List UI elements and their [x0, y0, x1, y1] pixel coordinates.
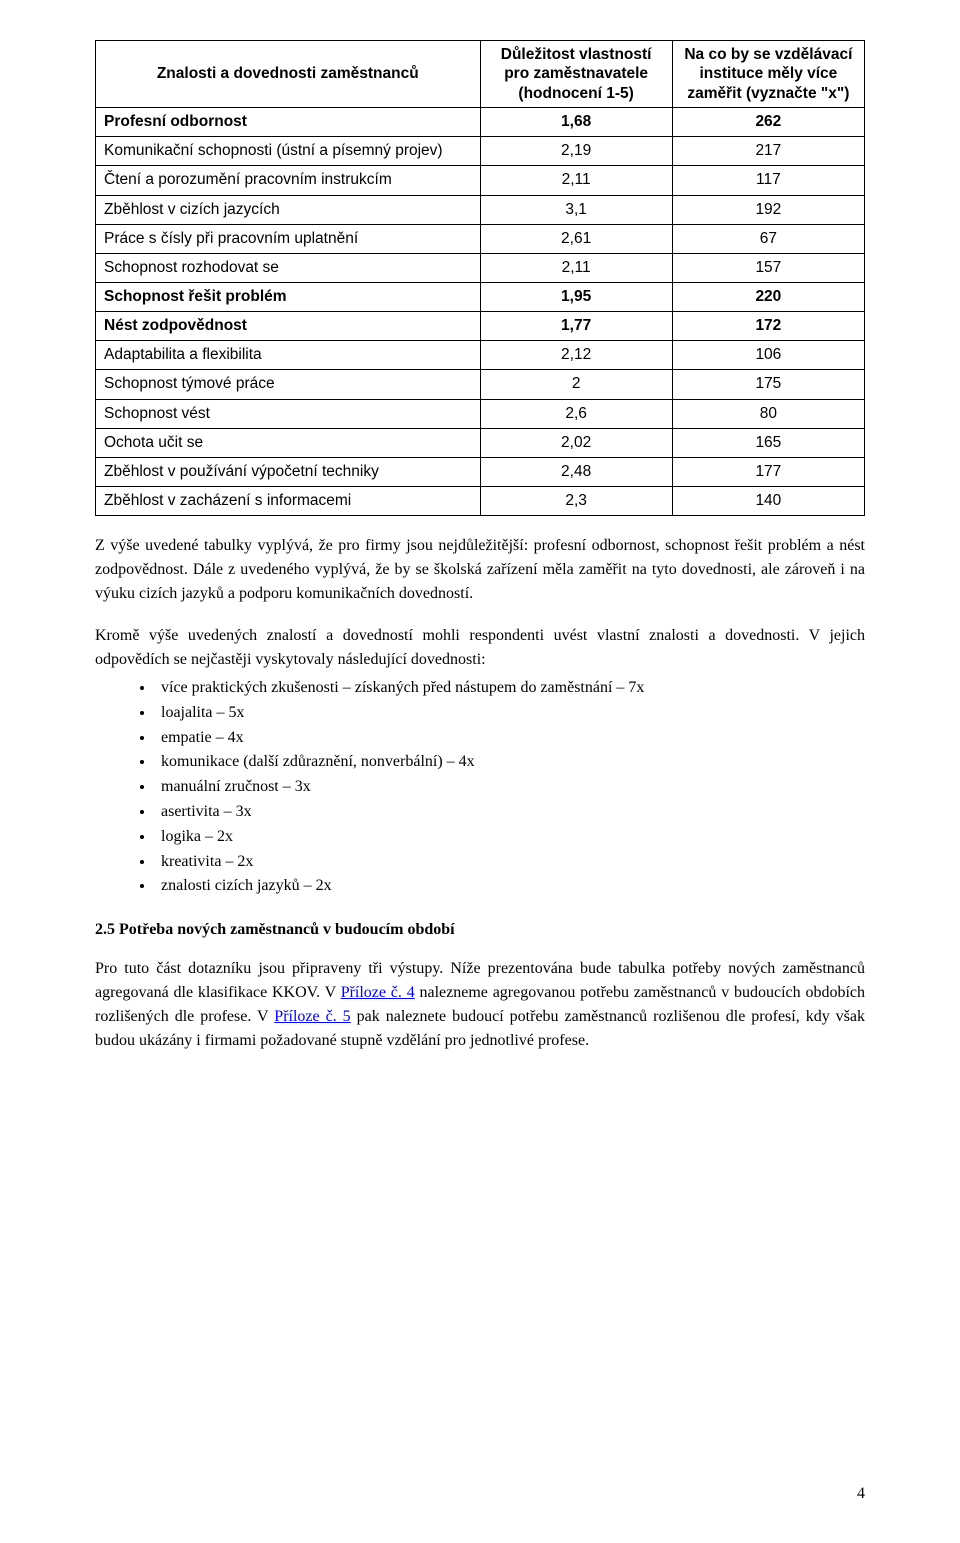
table-row: Ochota učit se2,02165	[96, 428, 865, 457]
link-attachment-4[interactable]: Příloze č. 4	[341, 984, 415, 1001]
table-row: Schopnost týmové práce2175	[96, 370, 865, 399]
row-label: Schopnost vést	[96, 399, 481, 428]
row-value-importance: 1,95	[480, 282, 672, 311]
row-value-focus: 165	[672, 428, 864, 457]
row-label: Zběhlost v používání výpočetní techniky	[96, 457, 481, 486]
table-header-row: Znalosti a dovednosti zaměstnanců Důleži…	[96, 41, 865, 108]
table-row: Zběhlost v zacházení s informacemi2,3140	[96, 486, 865, 515]
list-item: znalosti cizích jazyků – 2x	[155, 874, 865, 899]
table-row: Nést zodpovědnost1,77172	[96, 312, 865, 341]
link-attachment-5[interactable]: Příloze č. 5	[274, 1008, 350, 1025]
list-item: manuální zručnost – 3x	[155, 775, 865, 800]
row-label: Schopnost řešit problém	[96, 282, 481, 311]
row-label: Práce s čísly při pracovním uplatnění	[96, 224, 481, 253]
row-value-importance: 2,6	[480, 399, 672, 428]
row-label: Zběhlost v cizích jazycích	[96, 195, 481, 224]
row-label: Nést zodpovědnost	[96, 312, 481, 341]
row-label: Profesní odbornost	[96, 108, 481, 137]
table-row: Adaptabilita a flexibilita2,12106	[96, 341, 865, 370]
row-value-focus: 172	[672, 312, 864, 341]
list-item: komunikace (další zdůraznění, nonverbáln…	[155, 750, 865, 775]
table-row: Schopnost vést2,680	[96, 399, 865, 428]
row-value-importance: 1,77	[480, 312, 672, 341]
row-value-focus: 192	[672, 195, 864, 224]
row-value-importance: 2,11	[480, 253, 672, 282]
bullet-list: více praktických zkušenosti – získaných …	[95, 676, 865, 899]
row-value-importance: 3,1	[480, 195, 672, 224]
table-body: Profesní odbornost1,68262Komunikační sch…	[96, 108, 865, 516]
row-value-focus: 262	[672, 108, 864, 137]
paragraph-3: Pro tuto část dotazníku jsou připraveny …	[95, 957, 865, 1053]
row-value-focus: 117	[672, 166, 864, 195]
list-item: více praktických zkušenosti – získaných …	[155, 676, 865, 701]
row-label: Adaptabilita a flexibilita	[96, 341, 481, 370]
list-item: loajalita – 5x	[155, 701, 865, 726]
table-row: Čtení a porozumění pracovním instrukcím2…	[96, 166, 865, 195]
table-row: Schopnost rozhodovat se2,11157	[96, 253, 865, 282]
row-value-importance: 2	[480, 370, 672, 399]
paragraph-1: Z výše uvedené tabulky vyplývá, že pro f…	[95, 534, 865, 606]
row-value-focus: 67	[672, 224, 864, 253]
table-row: Zběhlost v cizích jazycích3,1192	[96, 195, 865, 224]
skills-table: Znalosti a dovednosti zaměstnanců Důleži…	[95, 40, 865, 516]
col-header-0: Znalosti a dovednosti zaměstnanců	[96, 41, 481, 108]
paragraph-2: Kromě výše uvedených znalostí a dovednos…	[95, 624, 865, 672]
row-value-importance: 2,3	[480, 486, 672, 515]
row-value-importance: 2,19	[480, 137, 672, 166]
row-label: Komunikační schopnosti (ústní a písemný …	[96, 137, 481, 166]
table-row: Schopnost řešit problém1,95220	[96, 282, 865, 311]
list-item: kreativita – 2x	[155, 850, 865, 875]
row-value-importance: 2,02	[480, 428, 672, 457]
row-value-focus: 157	[672, 253, 864, 282]
table-row: Práce s čísly při pracovním uplatnění2,6…	[96, 224, 865, 253]
row-label: Čtení a porozumění pracovním instrukcím	[96, 166, 481, 195]
row-value-focus: 217	[672, 137, 864, 166]
table-row: Komunikační schopnosti (ústní a písemný …	[96, 137, 865, 166]
row-label: Ochota učit se	[96, 428, 481, 457]
page-number: 4	[857, 1485, 865, 1503]
row-value-importance: 1,68	[480, 108, 672, 137]
row-label: Zběhlost v zacházení s informacemi	[96, 486, 481, 515]
col-header-2: Na co by se vzdělávací instituce měly ví…	[672, 41, 864, 108]
row-value-focus: 140	[672, 486, 864, 515]
list-item: asertivita – 3x	[155, 800, 865, 825]
row-label: Schopnost rozhodovat se	[96, 253, 481, 282]
row-value-focus: 220	[672, 282, 864, 311]
row-value-focus: 106	[672, 341, 864, 370]
row-value-importance: 2,11	[480, 166, 672, 195]
section-heading: 2.5 Potřeba nových zaměstnanců v budoucí…	[95, 921, 865, 939]
row-value-focus: 175	[672, 370, 864, 399]
list-item: empatie – 4x	[155, 726, 865, 751]
row-value-importance: 2,61	[480, 224, 672, 253]
row-value-focus: 80	[672, 399, 864, 428]
list-item: logika – 2x	[155, 825, 865, 850]
row-value-importance: 2,48	[480, 457, 672, 486]
row-label: Schopnost týmové práce	[96, 370, 481, 399]
row-value-importance: 2,12	[480, 341, 672, 370]
table-row: Profesní odbornost1,68262	[96, 108, 865, 137]
table-row: Zběhlost v používání výpočetní techniky2…	[96, 457, 865, 486]
row-value-focus: 177	[672, 457, 864, 486]
col-header-1: Důležitost vlastností pro zaměstnavatele…	[480, 41, 672, 108]
